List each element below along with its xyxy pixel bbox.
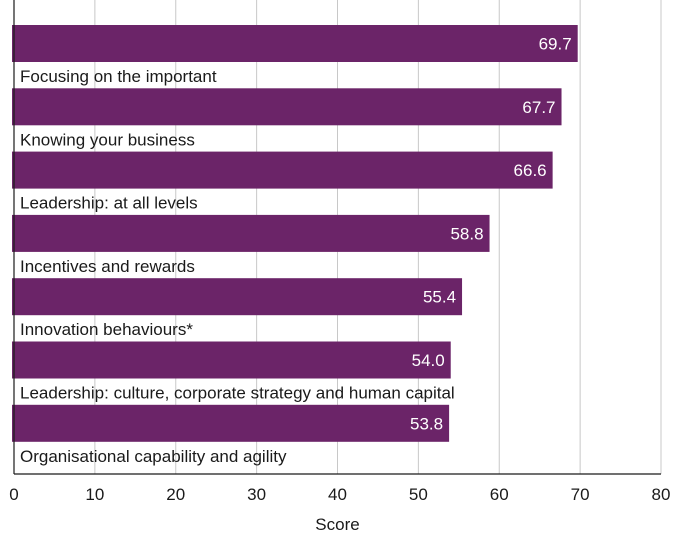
category-label-3: Leadership: at all levels bbox=[20, 194, 198, 213]
bar-3 bbox=[12, 151, 553, 189]
bar-5 bbox=[12, 278, 463, 316]
category-label-5: Innovation behaviours* bbox=[20, 320, 193, 339]
category-label-2: Knowing your business bbox=[20, 130, 195, 149]
bar-value-label-2: 67.7 bbox=[522, 98, 555, 117]
category-label-1: Focusing on the important bbox=[20, 67, 217, 86]
bar-value-label-5: 55.4 bbox=[423, 288, 456, 307]
category-label-4: Incentives and rewards bbox=[20, 257, 195, 276]
bar-6 bbox=[12, 341, 451, 379]
bar-2 bbox=[12, 88, 562, 126]
bar-value-label-3: 66.6 bbox=[514, 161, 547, 180]
bars: 69.7 Focusing on the important 67.7 Knowing… bbox=[12, 25, 578, 466]
bar-value-label-4: 58.8 bbox=[450, 224, 483, 243]
x-axis: 0 10 20 30 40 50 60 70 80 bbox=[9, 0, 670, 504]
bar-4 bbox=[12, 214, 490, 252]
x-tick-label-80: 80 bbox=[652, 485, 671, 504]
x-tick-label-20: 20 bbox=[166, 485, 185, 504]
bar-value-label-1: 69.7 bbox=[539, 35, 572, 54]
x-tick-label-40: 40 bbox=[328, 485, 347, 504]
x-tick-label-60: 60 bbox=[490, 485, 509, 504]
x-tick-label-10: 10 bbox=[85, 485, 104, 504]
x-tick-label-30: 30 bbox=[247, 485, 266, 504]
bar-value-label-7: 53.8 bbox=[410, 414, 443, 433]
bar-1 bbox=[12, 25, 578, 62]
category-label-6: Leadership: culture, corporate strategy … bbox=[20, 384, 455, 403]
x-tick-label-50: 50 bbox=[409, 485, 428, 504]
x-tick-label-70: 70 bbox=[571, 485, 590, 504]
x-axis-title: Score bbox=[315, 515, 359, 534]
bar-7 bbox=[12, 404, 450, 442]
category-label-7: Organisational capability and agility bbox=[20, 447, 287, 466]
x-tick-label-0: 0 bbox=[9, 485, 18, 504]
bar-value-label-6: 54.0 bbox=[412, 351, 445, 370]
